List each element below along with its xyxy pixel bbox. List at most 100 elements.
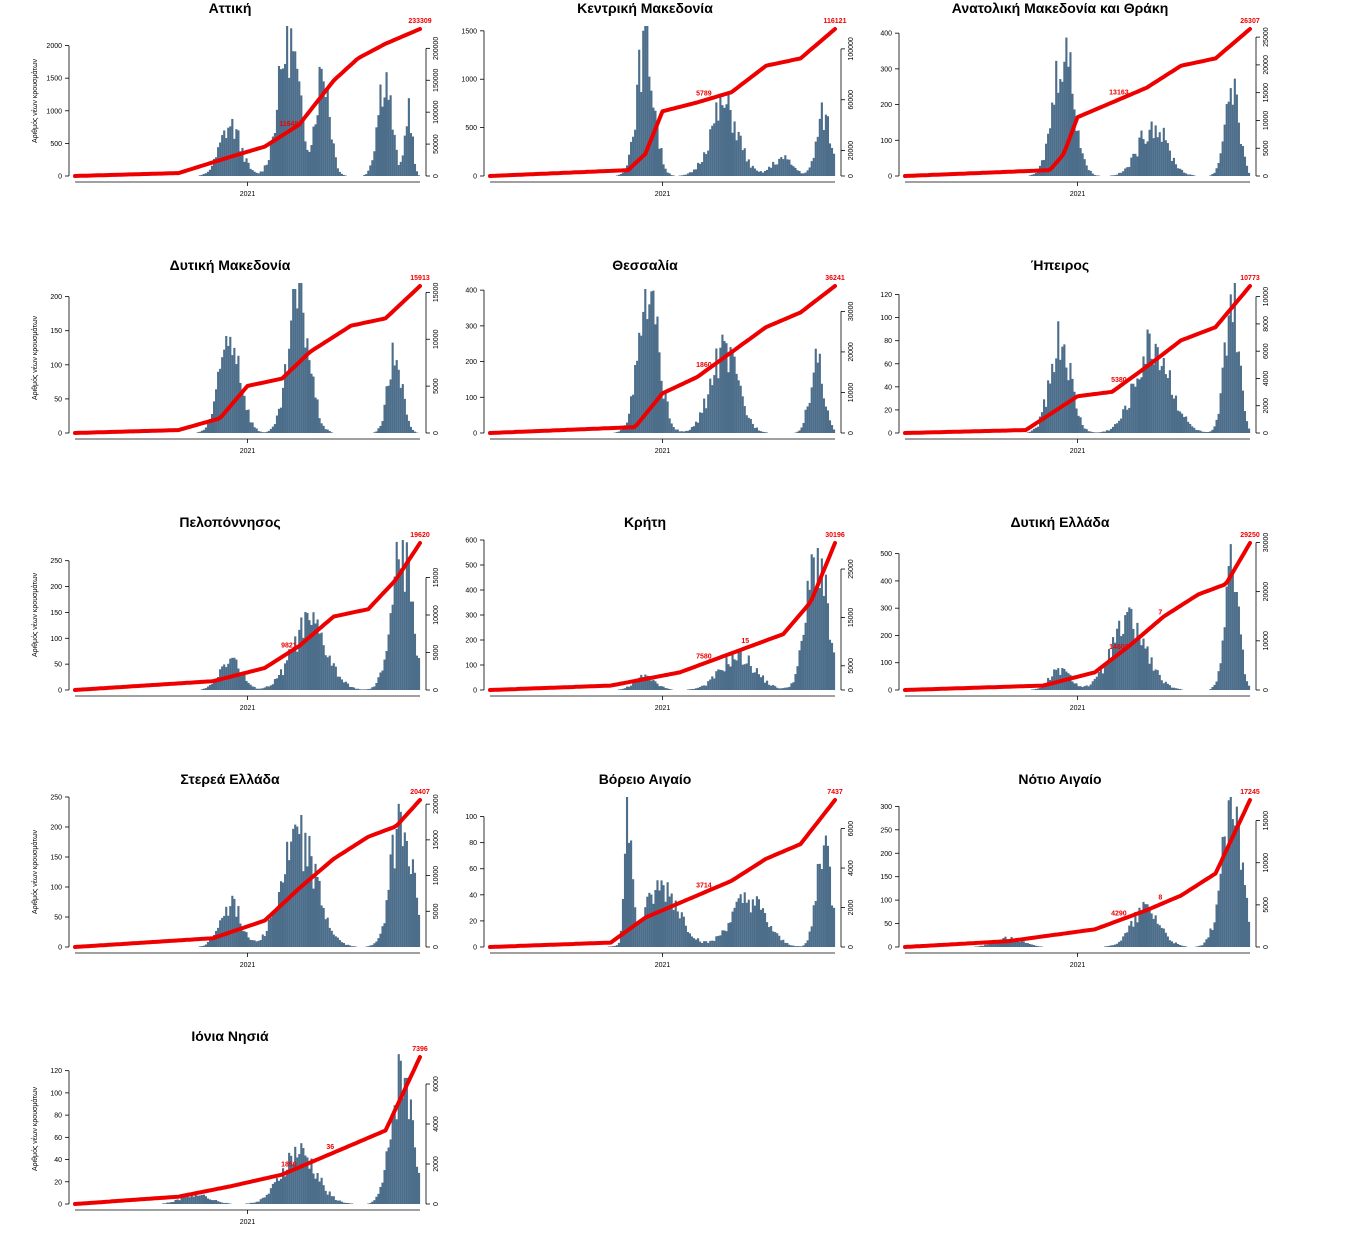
bar [383, 660, 385, 690]
bar [1112, 427, 1114, 433]
bar [312, 377, 314, 433]
bar [310, 856, 312, 947]
bar [166, 1203, 168, 1204]
bar [1067, 673, 1069, 690]
bar [1246, 898, 1248, 947]
bar [245, 932, 247, 947]
cumulative-mid-label: 7580 [696, 653, 712, 660]
y-tick-label: 100 [880, 660, 892, 667]
bar [1061, 347, 1063, 433]
bar [237, 906, 239, 947]
bar [298, 630, 300, 690]
bar [1144, 649, 1146, 690]
bar [760, 171, 762, 176]
bar [262, 172, 264, 176]
bar [1147, 330, 1149, 433]
bar [1098, 672, 1100, 690]
bar [284, 1176, 286, 1204]
bar [319, 418, 321, 433]
bar [1063, 62, 1065, 176]
bar [201, 946, 203, 947]
bar [1039, 946, 1041, 947]
bar [280, 881, 282, 947]
bar [748, 418, 750, 433]
bar [707, 943, 709, 947]
bar [689, 172, 691, 176]
bar [978, 946, 980, 947]
bar [172, 1202, 174, 1204]
bar [1061, 82, 1063, 176]
bar [801, 173, 803, 176]
bar [367, 946, 369, 947]
bar [768, 927, 770, 947]
bar [754, 428, 756, 433]
bar [254, 172, 256, 176]
bar [400, 812, 402, 947]
bar [695, 422, 697, 433]
bar [650, 895, 652, 947]
bar [1218, 414, 1220, 433]
bar [347, 1203, 349, 1204]
bar [1035, 428, 1037, 433]
y-tick-label: 100 [50, 636, 62, 643]
bar [1175, 688, 1177, 690]
bar [1053, 669, 1055, 690]
bar [292, 829, 294, 947]
bar [1153, 671, 1155, 690]
bar [1140, 377, 1142, 433]
bar [347, 945, 349, 947]
bar [203, 689, 205, 690]
bar [811, 554, 813, 690]
y-tick-label: 40 [54, 1157, 62, 1164]
bar [1147, 141, 1149, 176]
bar [402, 846, 404, 947]
y2-tick-label: 0 [433, 1202, 440, 1206]
bar [418, 1173, 420, 1204]
bar [658, 686, 660, 690]
y-tick-label: 0 [58, 174, 62, 181]
bar [314, 1179, 316, 1204]
bar [219, 1202, 221, 1204]
bar [1082, 153, 1084, 176]
bar [1179, 689, 1181, 690]
bar [803, 945, 805, 947]
bar [660, 880, 662, 947]
bar [351, 687, 353, 690]
bar [1228, 800, 1230, 947]
bar [1209, 689, 1211, 690]
bar [1041, 412, 1043, 433]
bar [211, 1200, 213, 1204]
bar [256, 429, 258, 433]
bar [1169, 685, 1171, 690]
bar [1051, 364, 1053, 433]
bar [732, 912, 734, 947]
bar [1165, 374, 1167, 433]
bar [331, 1196, 333, 1204]
bar [221, 918, 223, 947]
bar [701, 413, 703, 433]
bar [1213, 173, 1215, 176]
bar [1023, 941, 1025, 947]
bar [742, 150, 744, 176]
bar [729, 347, 731, 433]
bar [335, 157, 337, 176]
bar [1122, 409, 1124, 433]
bar [794, 674, 796, 690]
bar [282, 883, 284, 947]
bar [616, 432, 618, 433]
bar [268, 160, 270, 176]
bar [754, 168, 756, 176]
bar [762, 908, 764, 947]
bar [278, 409, 280, 433]
cumulative-mid-label: 5380 [1111, 377, 1127, 384]
bar [762, 675, 764, 690]
bar [699, 687, 701, 690]
bar [227, 346, 229, 433]
chart-svg: 0100200300400500600050001500025000202130… [430, 514, 860, 744]
bar [211, 414, 213, 433]
bar [1155, 125, 1157, 176]
bar [1065, 38, 1067, 176]
bar [729, 110, 731, 176]
